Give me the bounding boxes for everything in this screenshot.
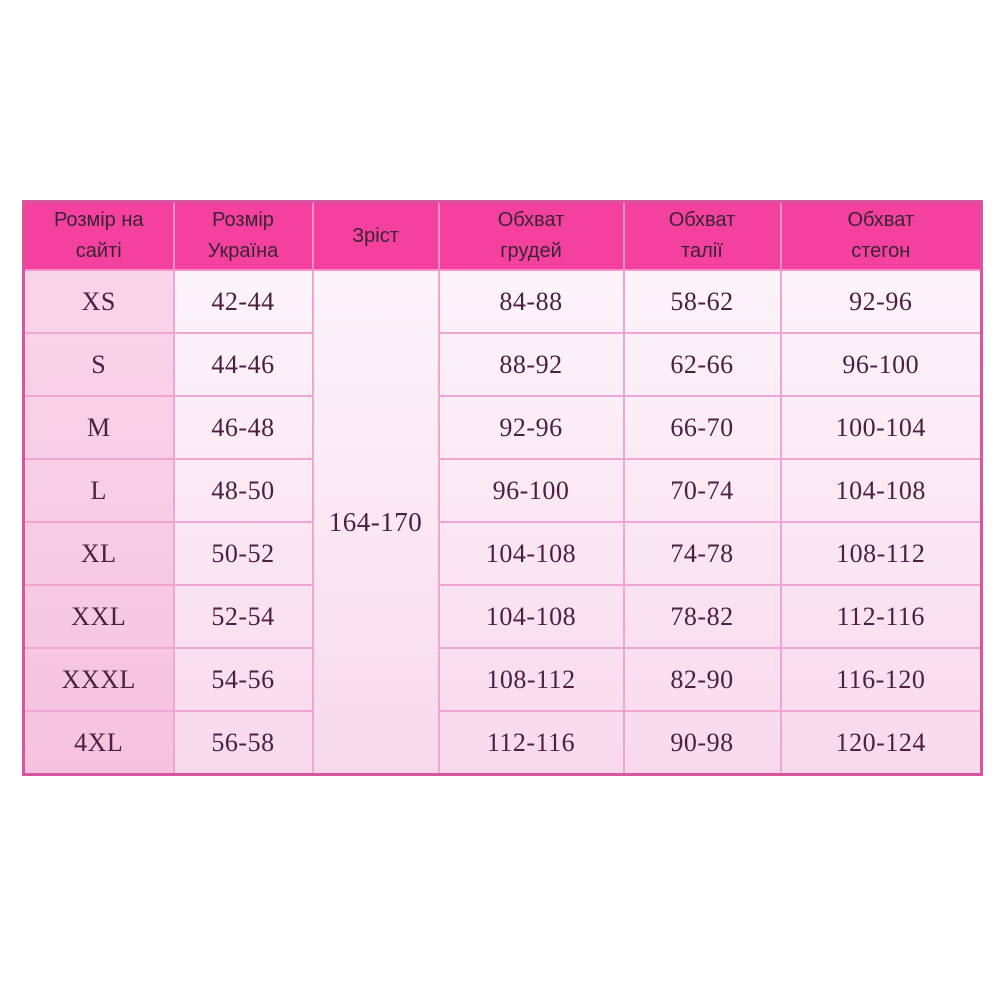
cell-waist: 66-70 (622, 395, 782, 460)
cell-chest: 92-96 (437, 395, 625, 460)
cell-chest: 104-108 (437, 584, 625, 649)
header-cell-site-size: Розмір на сайті (22, 200, 175, 271)
header-label: сайті (75, 240, 122, 262)
cell-chest: 108-112 (437, 647, 625, 712)
cell-hips: 112-116 (779, 584, 983, 649)
cell-site-size: XS (22, 269, 175, 334)
cell-site-size: L (22, 458, 175, 523)
cell-waist: 82-90 (622, 647, 782, 712)
cell-waist: 62-66 (622, 332, 782, 397)
cell-chest: 84-88 (437, 269, 625, 334)
header-label: Обхват (668, 209, 736, 231)
cell-waist: 58-62 (622, 269, 782, 334)
table-row-l: L 48-50 96-100 70-74 104-108 (22, 458, 983, 523)
cell-hips: 120-124 (779, 710, 983, 776)
header-label: Обхват (847, 209, 915, 231)
cell-chest: 88-92 (437, 332, 625, 397)
header-label: Розмір (212, 209, 274, 231)
header-label: талії (681, 240, 723, 262)
cell-ukraine-size: 46-48 (172, 395, 314, 460)
cell-hips: 104-108 (779, 458, 983, 523)
cell-ukraine-size: 54-56 (172, 647, 314, 712)
cell-chest: 96-100 (437, 458, 625, 523)
table-header-row: Розмір на сайті Розмір Україна Зріст Обх… (22, 200, 983, 271)
cell-ukraine-size: 44-46 (172, 332, 314, 397)
header-cell-ukraine-size: Розмір Україна (172, 200, 314, 271)
cell-hips: 96-100 (779, 332, 983, 397)
cell-hips: 108-112 (779, 521, 983, 586)
size-chart-table: Розмір на сайті Розмір Україна Зріст Обх… (22, 200, 983, 776)
cell-chest: 104-108 (437, 521, 625, 586)
cell-waist: 70-74 (622, 458, 782, 523)
header-cell-waist: Обхват талії (622, 200, 782, 271)
header-cell-chest: Обхват грудей (437, 200, 625, 271)
header-label: Обхват (497, 209, 565, 231)
cell-ukraine-size: 42-44 (172, 269, 314, 334)
cell-waist: 74-78 (622, 521, 782, 586)
cell-hips: 92-96 (779, 269, 983, 334)
header-label: Зріст (352, 224, 399, 247)
table-row-4xl: 4XL 56-58 112-116 90-98 120-124 (22, 710, 983, 776)
cell-height-merged: 164-170 (311, 269, 440, 776)
cell-site-size: 4XL (22, 710, 175, 776)
header-cell-hips: Обхват стегон (779, 200, 983, 271)
table-row-xl: XL 50-52 104-108 74-78 108-112 (22, 521, 983, 586)
cell-waist: 78-82 (622, 584, 782, 649)
table-row-xxl: XXL 52-54 104-108 78-82 112-116 (22, 584, 983, 649)
cell-waist: 90-98 (622, 710, 782, 776)
header-label: грудей (500, 240, 562, 262)
size-chart-container: Розмір на сайті Розмір Україна Зріст Обх… (22, 200, 983, 776)
header-label: Україна (207, 240, 279, 262)
cell-chest: 112-116 (437, 710, 625, 776)
cell-hips: 100-104 (779, 395, 983, 460)
table-row-xxxl: XXXL 54-56 108-112 82-90 116-120 (22, 647, 983, 712)
cell-site-size: XXXL (22, 647, 175, 712)
cell-site-size: M (22, 395, 175, 460)
cell-site-size: XL (22, 521, 175, 586)
cell-site-size: S (22, 332, 175, 397)
header-label: Розмір на (53, 209, 144, 231)
table-row-xs: XS 42-44 164-170 84-88 58-62 92-96 (22, 269, 983, 776)
table-row-m: M 46-48 92-96 66-70 100-104 (22, 395, 983, 460)
cell-ukraine-size: 52-54 (172, 584, 314, 649)
table-body: XS 42-44 164-170 84-88 58-62 92-96 S 44-… (22, 269, 983, 776)
cell-ukraine-size: 50-52 (172, 521, 314, 586)
cell-ukraine-size: 48-50 (172, 458, 314, 523)
cell-site-size: XXL (22, 584, 175, 649)
header-label: стегон (851, 240, 911, 262)
table-row-s: S 44-46 88-92 62-66 96-100 (22, 332, 983, 397)
cell-hips: 116-120 (779, 647, 983, 712)
header-cell-height: Зріст (311, 200, 440, 271)
cell-ukraine-size: 56-58 (172, 710, 314, 776)
